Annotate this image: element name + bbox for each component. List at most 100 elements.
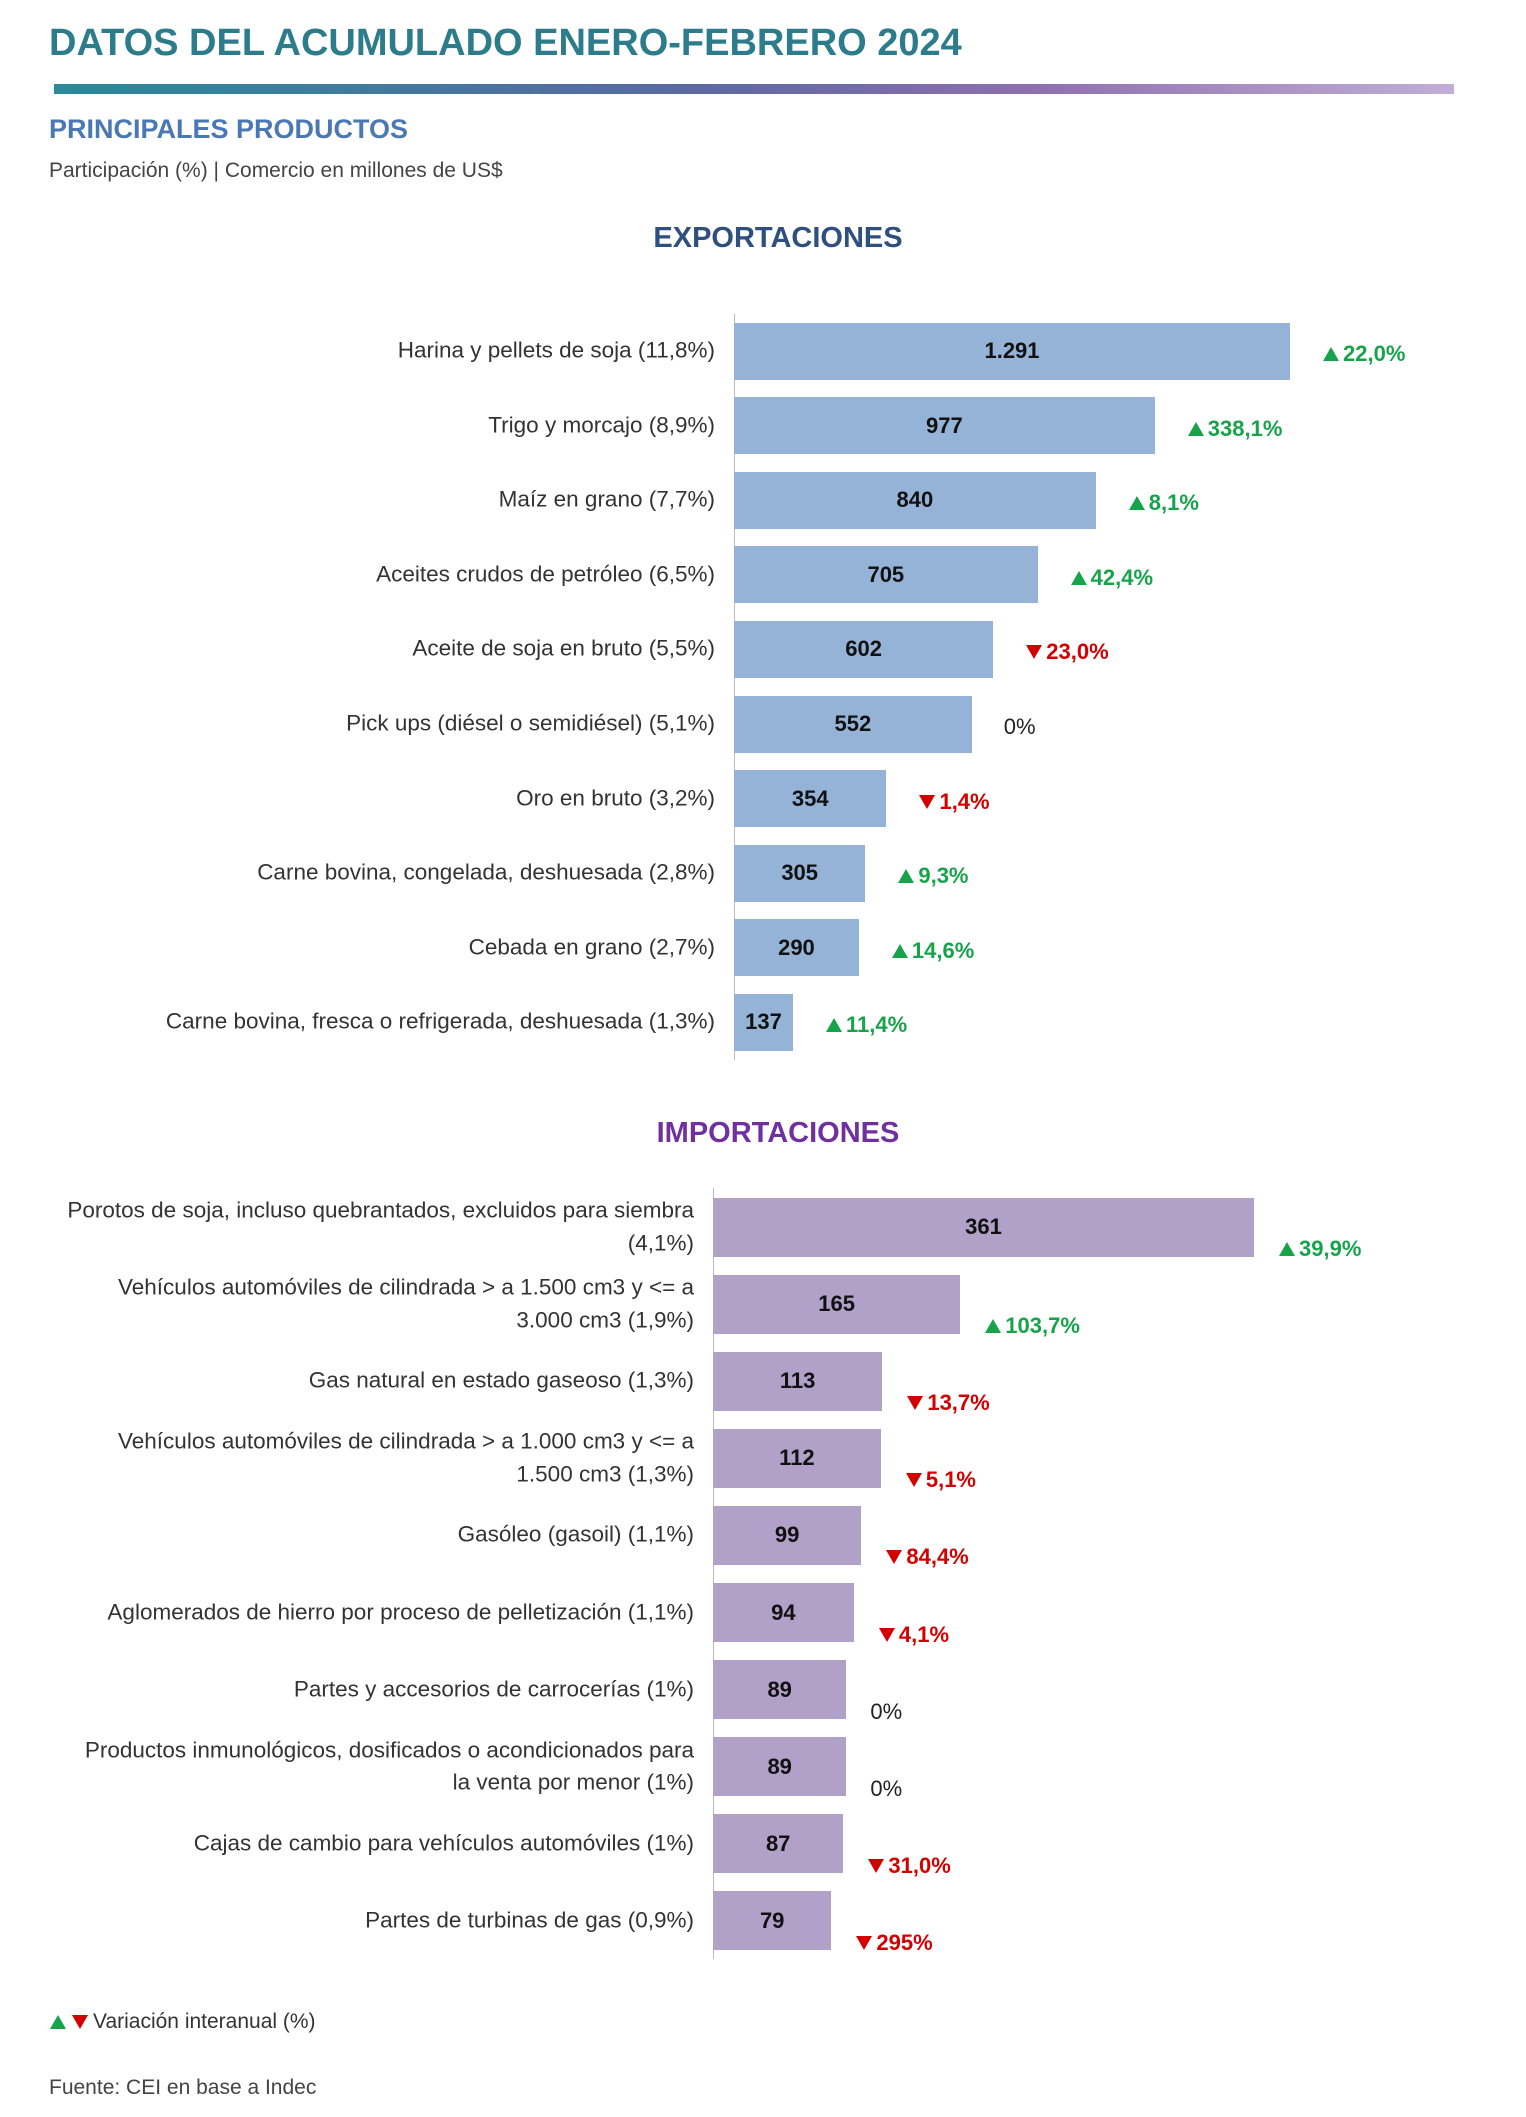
down-arrow: [868, 1858, 885, 1873]
down-arrow: [905, 1473, 922, 1488]
variation: 103,7%: [984, 1313, 1080, 1339]
category-label: Productos inmunológicos, dosificados o a…: [84, 1737, 694, 1795]
bar: [713, 1737, 847, 1797]
value-label: 977: [926, 412, 963, 438]
category-label: Partes y accesorios de carrocerías (1%): [293, 1676, 694, 1702]
variation-label: 0%: [870, 1698, 903, 1724]
category-label: Partes de turbinas de gas (0,9%): [365, 1907, 694, 1933]
variation: 14,6%: [891, 938, 974, 964]
value-label: 1.291: [984, 338, 1040, 363]
category-label: Porotos de soja, incluso quebrantados, e…: [67, 1197, 694, 1255]
variation-label: 338,1%: [1207, 415, 1283, 441]
category-label: Cebada en grano (2,7%): [468, 934, 715, 960]
variation-label: 8,1%: [1148, 490, 1199, 516]
bar: [734, 546, 1038, 604]
legend-up-arrow: [50, 2015, 66, 2029]
variation: 1,4%: [918, 789, 990, 815]
variation: 42,4%: [1070, 565, 1153, 591]
down-arrow: [1026, 645, 1043, 660]
variation: 0%: [870, 1699, 902, 1725]
variation: 0%: [870, 1776, 902, 1802]
value-label: 99: [774, 1522, 800, 1548]
variation: 22,0%: [1322, 341, 1405, 367]
value-label: 89: [767, 1676, 792, 1702]
up-arrow: [891, 943, 908, 958]
up-arrow: [826, 1018, 842, 1033]
variation-label: 14,6%: [911, 937, 975, 963]
category-label: Aglomerados de hierro por proceso de pel…: [107, 1599, 694, 1625]
category-label: Carne bovina, fresca o refrigerada, desh…: [165, 1009, 715, 1035]
bar: [734, 770, 887, 828]
up-arrow: [898, 869, 915, 884]
value-label: 705: [867, 561, 905, 587]
chart-title: IMPORTACIONES: [656, 1117, 900, 1149]
value-label: 79: [759, 1907, 785, 1933]
chart-title: EXPORTACIONES: [653, 222, 903, 254]
value-label: 113: [779, 1368, 816, 1394]
bar: [734, 695, 972, 753]
category-label: Maíz en grano (7,7%): [498, 486, 715, 512]
bar: [734, 844, 866, 902]
bar: [713, 1660, 847, 1720]
down-arrow: [886, 1550, 903, 1565]
variation: 39,9%: [1278, 1236, 1361, 1262]
value-label: 137: [745, 1009, 782, 1035]
variation-label: 42,4%: [1090, 564, 1154, 590]
value-label: 87: [765, 1830, 791, 1856]
category-label: Harina y pellets de soja (11,8%): [397, 337, 715, 363]
value-label: 305: [781, 860, 819, 886]
bar: [713, 1351, 883, 1411]
subtitle: Participación (%) | Comercio en millones…: [49, 159, 503, 182]
up-arrow: [1187, 421, 1204, 436]
variation-label: 0%: [1003, 714, 1036, 739]
bar: [713, 1891, 832, 1951]
variation-label: 31,0%: [888, 1852, 951, 1878]
variation-label: 84,4%: [906, 1544, 969, 1570]
value-label: 354: [791, 785, 829, 811]
bar: [734, 471, 1096, 529]
variation: 338,1%: [1187, 415, 1283, 442]
variation: 295%: [855, 1929, 933, 1956]
down-arrow: [919, 794, 936, 809]
down-arrow: [907, 1396, 924, 1411]
category-label: Aceites crudos de petróleo (6,5%): [376, 561, 715, 587]
up-arrow: [1279, 1242, 1295, 1256]
up-arrow: [1323, 347, 1339, 361]
variation: 13,7%: [906, 1390, 990, 1416]
variation-label: 11,4%: [846, 1012, 908, 1038]
page-title: DATOS DEL ACUMULADO ENERO-FEBRERO 2024: [49, 22, 962, 64]
category-label: Vehículos automóviles de cilindrada > a …: [118, 1274, 694, 1333]
value-label: 361: [965, 1214, 1002, 1239]
down-arrow: [878, 1627, 895, 1642]
variation-label: 295%: [876, 1929, 933, 1955]
variation: 0%: [1004, 714, 1036, 740]
variation: 5,1%: [905, 1467, 976, 1493]
down-arrow: [856, 1935, 873, 1950]
value-label: 602: [845, 636, 882, 662]
category-label: Pick ups (diésel o semidiésel) (5,1%): [346, 710, 715, 736]
category-label: Aceite de soja en bruto (5,5%): [412, 636, 715, 662]
variation-label: 0%: [870, 1775, 903, 1801]
category-label: Carne bovina, congelada, deshuesada (2,8…: [257, 859, 715, 885]
bar: [713, 1274, 961, 1334]
up-arrow: [1128, 496, 1145, 511]
bar: [713, 1428, 881, 1488]
variation-label: 4,1%: [898, 1621, 950, 1647]
bar: [734, 993, 793, 1051]
bar: [734, 919, 859, 977]
variation: 4,1%: [878, 1622, 949, 1648]
variation-label: 23,0%: [1046, 639, 1109, 665]
bar: [734, 397, 1155, 455]
legend-text: Variación interanual (%): [93, 2010, 316, 2033]
variation: 31,0%: [867, 1852, 951, 1879]
value-label: 94: [771, 1599, 796, 1625]
value-label: 89: [767, 1753, 792, 1779]
category-label: Vehículos automóviles de cilindrada > a …: [118, 1428, 694, 1487]
variation-label: 39,9%: [1299, 1236, 1362, 1261]
legend-down-arrow: [72, 2015, 88, 2029]
axis-line: [734, 313, 735, 1060]
bar: [713, 1197, 1254, 1257]
value-label: 112: [779, 1445, 815, 1471]
value-label: 552: [834, 711, 872, 736]
